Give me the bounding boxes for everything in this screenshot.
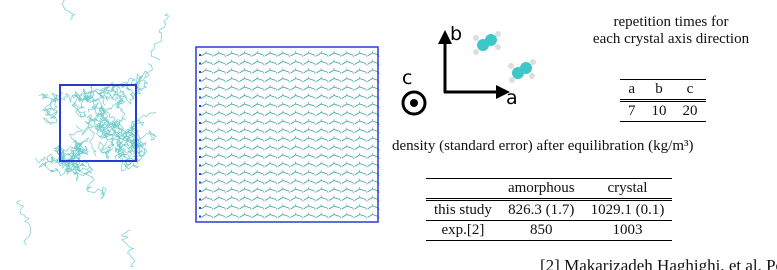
caption-line: repetition times for: [560, 14, 777, 31]
cell: c: [675, 80, 706, 101]
caption: density (standard error) after equilibra…: [392, 138, 693, 155]
caption: repetition times for each crystal axis d…: [560, 14, 777, 48]
reference: [2] Makarizadeh Haghighi, et al. Polym: [540, 256, 777, 270]
cell: 10: [644, 101, 675, 122]
axis-label: c: [402, 67, 412, 89]
cell: 850: [500, 221, 583, 241]
cell: 1003: [583, 221, 673, 241]
cell: crystal: [583, 179, 673, 200]
cell: amorphous: [500, 179, 583, 200]
cell: b: [644, 80, 675, 101]
cell: 7: [620, 101, 644, 122]
crystal-edge-atoms: [199, 55, 201, 217]
molecule: [473, 31, 501, 55]
page: b a c repetition times for each crystal …: [0, 0, 777, 270]
amorphous-chain: [17, 0, 169, 267]
crystal-cell: [196, 47, 378, 222]
cell: 20: [675, 101, 706, 122]
crystal-structure: [199, 51, 379, 219]
cell: a: [620, 80, 644, 101]
cell: exp.[2]: [426, 221, 500, 241]
axis-label: b: [450, 23, 462, 45]
cell: 826.3 (1.7): [500, 200, 583, 221]
axis-label: a: [506, 87, 518, 109]
c-axis-dot: [410, 99, 418, 107]
caption-line: each crystal axis direction: [560, 31, 777, 48]
crystal-hydrogens: [206, 51, 379, 219]
molecule: [508, 59, 536, 83]
cell: this study: [426, 200, 500, 221]
cell: 1029.1 (0.1): [583, 200, 673, 221]
amorphous-structure: [17, 0, 169, 267]
